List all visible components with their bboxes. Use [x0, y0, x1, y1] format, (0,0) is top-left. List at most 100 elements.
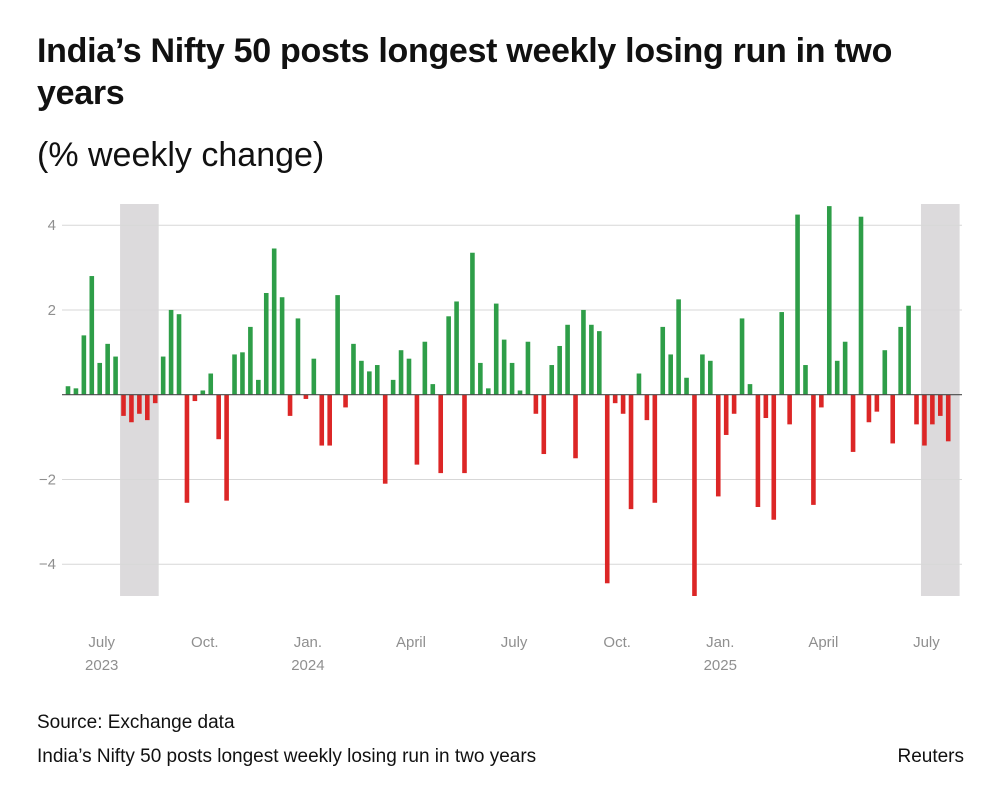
bar: [200, 390, 206, 395]
bar: [509, 362, 515, 395]
bar: [636, 373, 642, 395]
bar: [842, 341, 848, 395]
bar: [755, 394, 761, 508]
bar: [295, 318, 301, 395]
bar: [105, 343, 110, 395]
bar: [565, 324, 570, 395]
bar: [493, 303, 499, 395]
bar: [446, 316, 451, 395]
x-tick-label: April: [396, 634, 426, 651]
bar: [414, 394, 420, 465]
y-tick-label: −2: [39, 471, 56, 488]
bar: [620, 394, 626, 414]
bar: [478, 362, 483, 395]
bar: [240, 352, 245, 395]
bar: [279, 297, 285, 395]
bar: [517, 390, 523, 395]
bar: [335, 295, 340, 395]
source-note: Source: Exchange data: [37, 712, 235, 733]
bar: [739, 318, 745, 395]
bar: [850, 394, 856, 452]
bar: [581, 309, 586, 395]
bar: [311, 358, 317, 395]
bar: [462, 394, 467, 474]
y-tick-label: 2: [48, 302, 56, 319]
bar: [898, 326, 903, 395]
bar: [327, 394, 332, 446]
bar: [390, 379, 396, 395]
bar: [113, 356, 118, 395]
highlight-bands: [120, 204, 960, 596]
bar: [858, 216, 864, 395]
bar: [597, 331, 602, 395]
bar: [319, 394, 325, 446]
bar: [152, 394, 158, 404]
bar: [676, 299, 681, 395]
bar: [826, 206, 832, 395]
bar: [89, 276, 95, 395]
x-tick-label: Oct.: [603, 634, 631, 651]
bar: [430, 384, 436, 395]
bar: [398, 350, 404, 395]
bar: [406, 358, 412, 395]
bar: [549, 365, 555, 395]
bar: [604, 394, 610, 584]
bar: [374, 365, 380, 395]
credit-label: Reuters: [897, 746, 964, 767]
bar: [81, 335, 87, 395]
x-axis-ticks: July 2023 Oct. Jan. 2024 April July Oct. Jan. 202…: [85, 634, 940, 674]
bar: [573, 394, 578, 459]
bar: [834, 360, 840, 395]
bar: [382, 394, 388, 484]
bar: [692, 394, 697, 596]
bar: [65, 386, 71, 395]
bar: [359, 360, 364, 395]
bar: [930, 394, 935, 425]
bar: [945, 394, 951, 442]
bar: [367, 371, 372, 395]
bar: [914, 394, 919, 425]
chart-subtitle: (% weekly change): [37, 136, 325, 174]
x-tick-year-label: 2023: [85, 657, 118, 674]
y-axis-ticks: 4 2 −2 −4: [39, 217, 56, 573]
bar: [652, 394, 658, 503]
bar: [160, 356, 166, 395]
bar: [708, 360, 713, 395]
bar: [525, 341, 531, 395]
bar: [668, 354, 673, 395]
bar: [121, 394, 126, 416]
bar: [890, 394, 896, 444]
bar: [303, 394, 309, 399]
bar: [612, 394, 618, 404]
bar: [184, 394, 190, 503]
bar: [271, 248, 277, 395]
bar: [747, 384, 753, 395]
y-tick-label: −4: [39, 556, 56, 573]
bar: [248, 326, 253, 395]
bar: [874, 394, 880, 412]
bar: [224, 394, 229, 501]
bar: [501, 339, 507, 395]
bar: [454, 301, 459, 395]
bar: [906, 305, 911, 395]
bar: [263, 292, 269, 395]
bar: [700, 354, 705, 395]
bar: [557, 345, 562, 395]
x-tick-label: Jan.: [706, 634, 734, 651]
bar: [779, 312, 784, 395]
bar: [351, 343, 356, 395]
x-tick-label: April: [808, 634, 838, 651]
bar: [256, 379, 261, 395]
bar: [803, 365, 808, 395]
bar: [787, 394, 792, 425]
chart-title: India’s Nifty 50 posts longest weekly lo…: [37, 32, 893, 112]
bar: [192, 394, 198, 402]
x-tick-year-label: 2024: [291, 657, 324, 674]
bar: [882, 350, 888, 395]
x-tick-label: Oct.: [191, 634, 219, 651]
bar: [866, 394, 872, 423]
bar: [628, 394, 634, 510]
bar: [97, 362, 103, 395]
y-tick-label: 4: [48, 217, 56, 234]
bar: [216, 394, 221, 440]
